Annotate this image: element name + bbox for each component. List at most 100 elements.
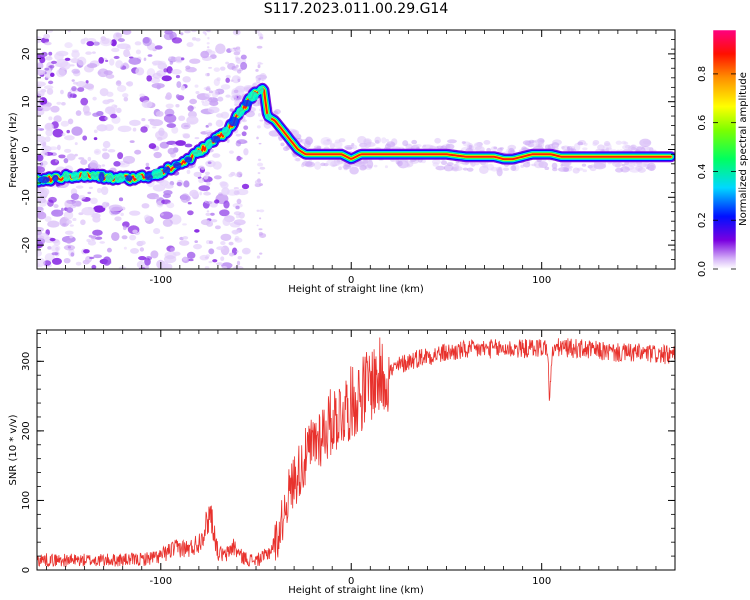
- noise-blob: [69, 224, 74, 227]
- noise-blob: [374, 136, 382, 144]
- noise-blob: [74, 142, 78, 146]
- noise-blob: [191, 30, 197, 33]
- noise-blob: [45, 129, 53, 137]
- noise-blob: [166, 202, 175, 209]
- noise-blob: [200, 167, 205, 170]
- noise-blob: [204, 266, 210, 269]
- noise-blob: [175, 94, 181, 99]
- noise-blob: [560, 164, 564, 167]
- noise-blob: [44, 216, 52, 222]
- noise-blob: [67, 91, 73, 99]
- noise-blob: [209, 100, 219, 106]
- noise-blob: [97, 68, 109, 78]
- noise-blob: [225, 77, 230, 83]
- noise-blob: [139, 247, 145, 252]
- noise-blob: [244, 250, 249, 254]
- noise-blob: [257, 64, 261, 69]
- noise-blob: [64, 57, 71, 61]
- noise-blob: [169, 60, 174, 65]
- noise-blob: [240, 61, 248, 70]
- noise-blob: [163, 113, 177, 123]
- noise-blob: [111, 104, 118, 111]
- noise-blob: [235, 159, 239, 162]
- noise-blob: [38, 235, 45, 240]
- noise-blob: [152, 126, 157, 129]
- noise-blob: [89, 160, 99, 169]
- noise-blob: [200, 219, 211, 226]
- noise-blob: [214, 225, 221, 230]
- noise-blob: [69, 235, 73, 239]
- noise-blob: [153, 227, 161, 235]
- noise-blob: [91, 51, 96, 54]
- noise-blob: [109, 58, 115, 66]
- noise-blob: [205, 212, 211, 217]
- noise-blob: [92, 212, 98, 216]
- noise-blob: [214, 199, 220, 204]
- noise-blob: [64, 199, 73, 209]
- noise-blob: [534, 139, 545, 144]
- noise-blob: [572, 167, 580, 174]
- noise-blob: [344, 145, 355, 150]
- snr-y-tick-label: 0: [21, 567, 32, 573]
- noise-blob: [180, 193, 190, 203]
- noise-blob: [120, 212, 124, 217]
- ridge-spot: [135, 174, 143, 181]
- noise-blob: [462, 167, 468, 171]
- noise-blob: [258, 183, 263, 186]
- noise-blob: [139, 93, 145, 98]
- colorbar-gradient: [713, 30, 736, 269]
- noise-blob: [220, 241, 226, 246]
- noise-blob: [223, 200, 230, 209]
- noise-blob: [96, 187, 102, 194]
- noise-blob: [141, 203, 150, 209]
- noise-blob: [256, 45, 263, 49]
- noise-blob: [99, 37, 113, 47]
- noise-blob: [255, 68, 259, 72]
- ridge-spot: [151, 168, 164, 179]
- noise-blob: [37, 69, 46, 76]
- noise-blob: [50, 159, 60, 166]
- noise-blob: [308, 159, 313, 162]
- noise-blob: [280, 142, 285, 147]
- noise-blob: [235, 250, 239, 253]
- noise-blob: [43, 85, 54, 90]
- noise-blob: [234, 49, 237, 51]
- noise-blob: [236, 198, 242, 205]
- spectrogram-x-tick-label: -100: [149, 275, 172, 286]
- noise-blob: [360, 143, 368, 149]
- noise-blob: [78, 157, 85, 160]
- noise-blob: [108, 204, 123, 212]
- noise-blob: [71, 49, 79, 53]
- noise-blob: [544, 166, 550, 171]
- ridge-spot: [236, 107, 245, 117]
- noise-blob: [38, 187, 50, 197]
- noise-blob: [215, 43, 226, 55]
- noise-blob: [87, 206, 93, 210]
- noise-blob: [95, 150, 99, 154]
- ridge-spot: [63, 172, 70, 182]
- noise-blob: [241, 183, 250, 190]
- noise-blob: [342, 164, 352, 170]
- noise-blob: [92, 96, 97, 101]
- noise-blob: [206, 42, 210, 45]
- ridge-spot: [211, 135, 221, 143]
- noise-blob: [64, 135, 75, 141]
- noise-blob: [84, 83, 95, 90]
- noise-blob: [116, 84, 127, 93]
- noise-blob: [56, 144, 61, 151]
- colorbar-tick-label: 0.8: [697, 66, 708, 82]
- noise-blob: [59, 61, 71, 70]
- noise-blob: [42, 142, 47, 147]
- noise-blob: [67, 118, 74, 125]
- noise-blob: [225, 94, 231, 98]
- noise-blob: [95, 236, 103, 240]
- noise-blob: [80, 219, 86, 226]
- noise-blob: [236, 139, 248, 145]
- noise-blob: [183, 125, 189, 128]
- noise-blob: [235, 133, 242, 137]
- noise-blob: [128, 210, 141, 216]
- noise-blob: [182, 256, 188, 262]
- noise-blob: [37, 126, 41, 131]
- noise-blob: [204, 199, 207, 203]
- noise-blob: [577, 141, 584, 146]
